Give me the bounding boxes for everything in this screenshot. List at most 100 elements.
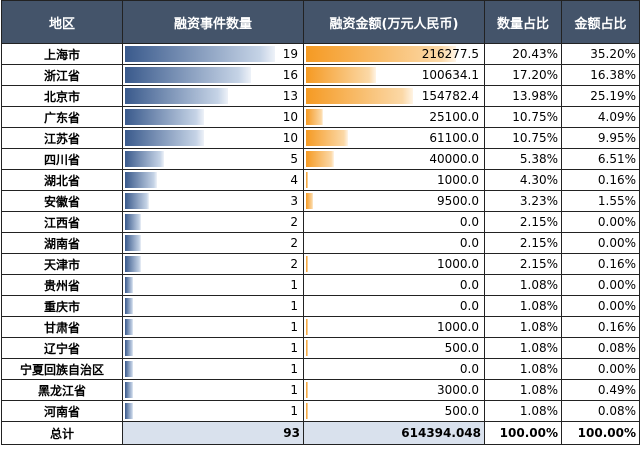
amount-cell: 1000.0 — [303, 169, 485, 191]
count-value: 2 — [290, 215, 298, 229]
count-pct-cell: 10.75% — [484, 106, 562, 128]
amount-pct-cell: 0.08% — [561, 337, 640, 359]
region-cell: 四川省 — [1, 148, 123, 170]
amount-cell: 0.0 — [303, 358, 485, 380]
table-row: 四川省 5 40000.0 5.38% 6.51% — [1, 148, 640, 170]
table-row: 上海市 19 216277.5 20.43% 35.20% — [1, 43, 640, 65]
count-bar — [125, 130, 204, 146]
amount-cell: 154782.4 — [303, 85, 485, 107]
table-row: 辽宁省 1 500.0 1.08% 0.08% — [1, 337, 640, 359]
amount-pct-cell: 4.09% — [561, 106, 640, 128]
count-cell: 2 — [122, 253, 304, 275]
amount-pct-cell: 0.00% — [561, 274, 640, 296]
amount-cell: 0.0 — [303, 232, 485, 254]
count-value: 1 — [290, 341, 298, 355]
amount-value: 0.0 — [459, 278, 479, 292]
amount-bar — [306, 319, 308, 335]
amount-bar — [306, 340, 308, 356]
table-row: 宁夏回族自治区 1 0.0 1.08% 0.00% — [1, 358, 640, 380]
region-cell: 湖南省 — [1, 232, 123, 254]
table-row: 江西省 2 0.0 2.15% 0.00% — [1, 211, 640, 233]
region-cell: 广东省 — [1, 106, 123, 128]
amount-value: 25100.0 — [429, 110, 479, 124]
amount-cell: 500.0 — [303, 400, 485, 422]
amount-pct-cell: 1.55% — [561, 190, 640, 212]
region-cell: 甘肃省 — [1, 316, 123, 338]
count-value: 19 — [282, 47, 298, 61]
count-pct-cell: 2.15% — [484, 253, 562, 275]
amount-pct-cell: 0.00% — [561, 295, 640, 317]
header-region: 地区 — [1, 0, 123, 44]
amount-bar — [306, 172, 308, 188]
count-cell: 2 — [122, 211, 304, 233]
table-row: 贵州省 1 0.0 1.08% 0.00% — [1, 274, 640, 296]
count-pct-cell: 20.43% — [484, 43, 562, 65]
count-value: 13 — [282, 89, 298, 103]
count-pct-cell: 1.08% — [484, 400, 562, 422]
count-bar — [125, 67, 251, 83]
count-bar — [125, 235, 141, 251]
amount-pct-cell: 35.20% — [561, 43, 640, 65]
count-value: 1 — [290, 383, 298, 397]
count-bar — [125, 256, 141, 272]
amount-pct-cell: 0.00% — [561, 232, 640, 254]
count-pct-cell: 4.30% — [484, 169, 562, 191]
count-pct-cell: 1.08% — [484, 379, 562, 401]
amount-bar — [306, 151, 334, 167]
table-row: 江苏省 10 61100.0 10.75% 9.95% — [1, 127, 640, 149]
amount-pct-cell: 0.16% — [561, 169, 640, 191]
amount-cell: 40000.0 — [303, 148, 485, 170]
count-value: 2 — [290, 257, 298, 271]
region-cell: 辽宁省 — [1, 337, 123, 359]
amount-value: 40000.0 — [429, 152, 479, 166]
amount-value: 1000.0 — [437, 257, 479, 271]
header-row: 地区 融资事件数量 融资金额(万元人民币) 数量占比 金额占比 — [1, 0, 640, 44]
count-cell: 1 — [122, 400, 304, 422]
header-amount-pct: 金额占比 — [561, 0, 640, 44]
amount-bar — [306, 193, 313, 209]
table-row: 北京市 13 154782.4 13.98% 25.19% — [1, 85, 640, 107]
financing-table: 地区 融资事件数量 融资金额(万元人民币) 数量占比 金额占比 上海市 19 216… — [1, 0, 640, 445]
amount-pct-cell: 0.00% — [561, 358, 640, 380]
total-amount-pct: 100.00% — [561, 421, 640, 445]
amount-pct-cell: 0.16% — [561, 316, 640, 338]
total-label: 总计 — [1, 421, 123, 445]
amount-bar — [306, 403, 308, 419]
count-cell: 3 — [122, 190, 304, 212]
count-value: 16 — [282, 68, 298, 82]
count-cell: 13 — [122, 85, 304, 107]
amount-cell: 61100.0 — [303, 127, 485, 149]
table-row: 广东省 10 25100.0 10.75% 4.09% — [1, 106, 640, 128]
table-row: 湖北省 4 1000.0 4.30% 0.16% — [1, 169, 640, 191]
amount-value: 0.0 — [459, 236, 479, 250]
amount-pct-cell: 0.49% — [561, 379, 640, 401]
count-pct-cell: 1.08% — [484, 337, 562, 359]
table-row: 黑龙江省 1 3000.0 1.08% 0.49% — [1, 379, 640, 401]
amount-cell: 3000.0 — [303, 379, 485, 401]
total-count: 93 — [122, 421, 304, 445]
amount-pct-cell: 0.16% — [561, 253, 640, 275]
amount-value: 1000.0 — [437, 173, 479, 187]
count-cell: 16 — [122, 64, 304, 86]
region-cell: 湖北省 — [1, 169, 123, 191]
amount-pct-cell: 0.00% — [561, 211, 640, 233]
count-cell: 1 — [122, 379, 304, 401]
amount-value: 0.0 — [459, 362, 479, 376]
count-bar — [125, 319, 133, 335]
amount-value: 500.0 — [444, 341, 479, 355]
amount-value: 3000.0 — [437, 383, 479, 397]
amount-cell: 0.0 — [303, 295, 485, 317]
table-row: 甘肃省 1 1000.0 1.08% 0.16% — [1, 316, 640, 338]
amount-value: 0.0 — [459, 299, 479, 313]
count-bar — [125, 214, 141, 230]
count-pct-cell: 1.08% — [484, 295, 562, 317]
header-amount: 融资金额(万元人民币) — [303, 0, 485, 44]
table-row: 安徽省 3 9500.0 3.23% 1.55% — [1, 190, 640, 212]
count-pct-cell: 1.08% — [484, 274, 562, 296]
table-row: 重庆市 1 0.0 1.08% 0.00% — [1, 295, 640, 317]
count-value: 1 — [290, 320, 298, 334]
region-cell: 宁夏回族自治区 — [1, 358, 123, 380]
amount-value: 1000.0 — [437, 320, 479, 334]
amount-bar — [306, 109, 323, 125]
total-row: 总计 93 614394.048 100.00% 100.00% — [1, 421, 640, 445]
